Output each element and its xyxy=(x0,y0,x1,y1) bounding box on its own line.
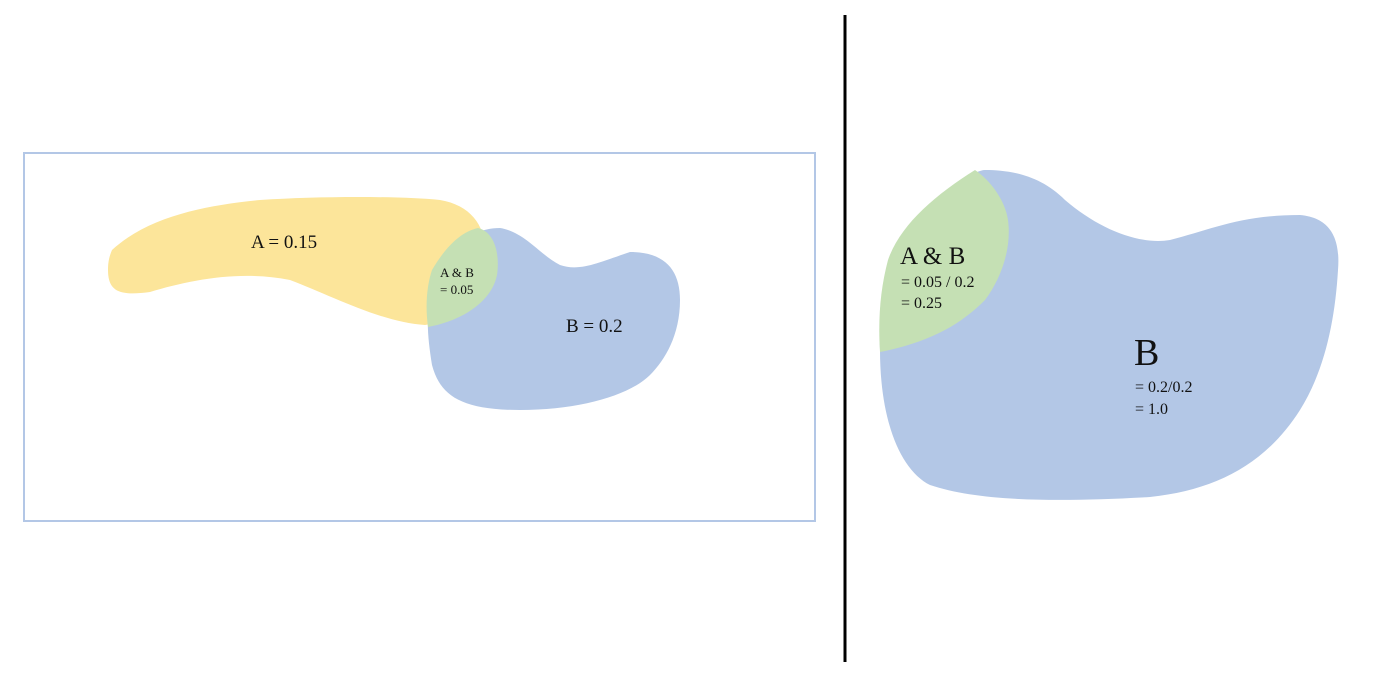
region-ab-shape xyxy=(426,228,498,327)
region-ab-zoomed-line1: = 0.05 / 0.2 xyxy=(901,274,974,291)
sample-space-frame xyxy=(23,152,816,522)
region-ab-label-line1: A & B xyxy=(440,265,474,280)
region-ab-label-line2: = 0.05 xyxy=(440,282,473,297)
region-ab-zoomed-title: A & B xyxy=(900,243,965,270)
region-b-zoomed-line1: = 0.2/0.2 xyxy=(1135,379,1192,396)
left-panel: A = 0.15 A & B = 0.05 B = 0.2 xyxy=(23,152,816,522)
region-ab-zoomed-line2: = 0.25 xyxy=(901,295,942,312)
region-a-label: A = 0.15 xyxy=(251,232,317,253)
region-ab-zoomed-shape xyxy=(879,170,1009,352)
region-b-zoomed-line2: = 1.0 xyxy=(1135,401,1168,418)
right-panel: A & B = 0.05 / 0.2 = 0.25 B = 0.2/0.2 = … xyxy=(879,170,1339,500)
region-a-shape xyxy=(108,197,485,325)
region-b-label: B = 0.2 xyxy=(566,316,623,337)
region-b-zoomed-title: B xyxy=(1134,332,1159,374)
